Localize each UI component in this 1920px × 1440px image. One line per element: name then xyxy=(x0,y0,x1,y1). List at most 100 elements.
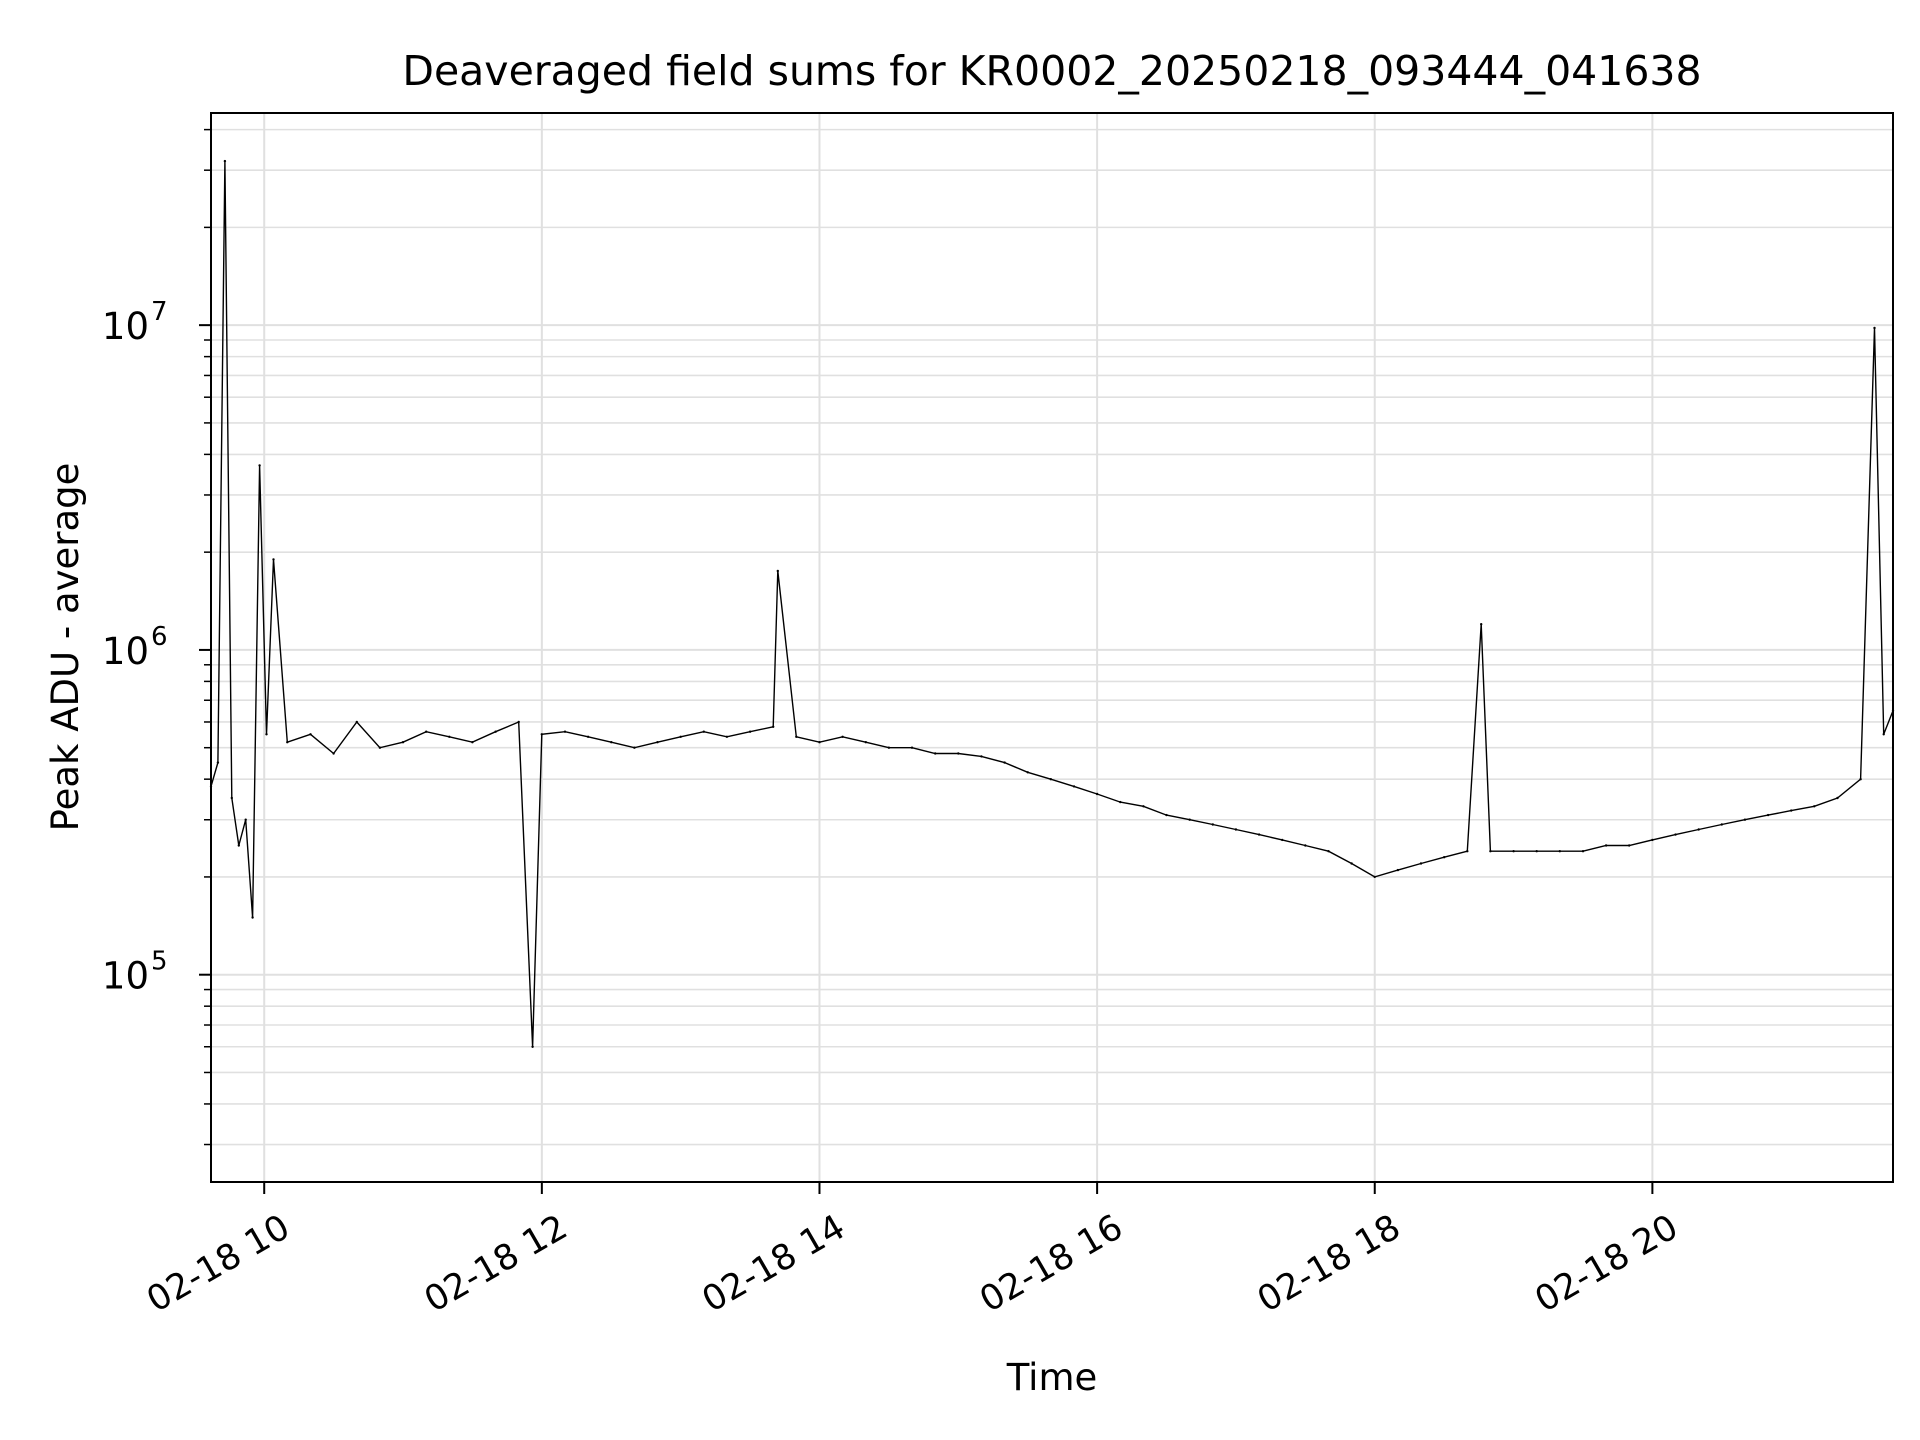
data-point xyxy=(610,741,613,744)
data-point xyxy=(1697,828,1700,831)
data-point xyxy=(1651,838,1654,842)
data-point xyxy=(1119,800,1122,804)
x-tick-label: 02-18 12 xyxy=(418,1207,574,1320)
data-point xyxy=(401,741,405,744)
data-point xyxy=(1489,850,1492,853)
x-tick-label: 02-18 18 xyxy=(1251,1207,1407,1320)
x-tick-label: 02-18 16 xyxy=(973,1207,1129,1320)
data-point xyxy=(223,159,227,163)
data-point xyxy=(1512,850,1515,853)
data-point xyxy=(1419,862,1423,865)
data-point xyxy=(1604,844,1608,847)
x-tick-label: 02-18 20 xyxy=(1529,1207,1685,1320)
data-series xyxy=(209,159,1895,1049)
plot-frame xyxy=(210,112,1894,1183)
y-tick-label-base: 10 xyxy=(102,955,149,998)
data-point xyxy=(1720,823,1724,826)
y-tick-label-base: 10 xyxy=(102,630,149,673)
data-point xyxy=(1466,850,1469,853)
data-point xyxy=(272,558,275,561)
data-point xyxy=(1072,785,1076,788)
data-point xyxy=(494,730,497,733)
data-point xyxy=(1142,805,1145,808)
data-point xyxy=(1211,823,1215,826)
data-point xyxy=(1188,818,1191,821)
y-tick-label-exponent: 7 xyxy=(151,297,168,327)
data-point xyxy=(679,735,682,738)
data-point xyxy=(309,733,312,736)
data-point xyxy=(332,752,335,755)
data-point xyxy=(1535,850,1538,853)
data-point xyxy=(1813,805,1816,808)
data-point xyxy=(237,844,240,847)
axis-ticks: 02-18 10 02-18 12 02-18 14 02-18 16 02-18 18… xyxy=(102,297,1685,1321)
data-point xyxy=(656,741,659,744)
data-point xyxy=(1234,828,1238,831)
grid-lines xyxy=(211,113,1893,1182)
data-point xyxy=(517,720,520,724)
data-point xyxy=(1873,326,1876,330)
data-point xyxy=(216,761,220,764)
chart-title: Deaveraged field sums for KR0002_2025021… xyxy=(402,47,1701,95)
data-point xyxy=(1766,813,1770,817)
x-tick-label: 02-18 14 xyxy=(696,1207,852,1320)
data-point xyxy=(230,796,233,800)
data-point xyxy=(258,464,261,467)
data-point xyxy=(1026,771,1029,774)
data-point xyxy=(980,755,983,758)
data-point xyxy=(1165,813,1168,817)
y-tick-label-base: 10 xyxy=(102,305,149,348)
y-tick-label-exponent: 6 xyxy=(151,622,168,652)
data-point xyxy=(633,746,636,749)
data-point xyxy=(531,1045,534,1049)
data-point xyxy=(1882,733,1885,736)
data-point xyxy=(563,730,567,733)
data-point xyxy=(1049,778,1053,781)
data-point xyxy=(425,730,428,733)
data-point xyxy=(748,730,752,733)
data-point xyxy=(864,741,867,744)
data-point xyxy=(1790,809,1793,812)
data-point xyxy=(934,752,937,755)
data-point xyxy=(957,752,960,755)
data-point xyxy=(355,720,358,724)
data-point xyxy=(251,916,254,919)
data-point xyxy=(910,746,914,749)
data-point xyxy=(1350,862,1353,865)
data-point xyxy=(841,735,844,738)
data-point xyxy=(887,746,891,749)
y-axis-label: Peak ADU - average xyxy=(44,463,87,832)
data-point xyxy=(1836,796,1839,800)
y-tick-label-exponent: 5 xyxy=(151,947,168,977)
data-point xyxy=(772,725,775,728)
data-point xyxy=(1396,868,1400,872)
data-point xyxy=(1443,856,1446,859)
data-point xyxy=(286,741,289,744)
data-point xyxy=(1558,850,1562,853)
data-point xyxy=(1281,838,1284,842)
data-point xyxy=(818,741,821,744)
data-point xyxy=(471,741,474,744)
data-point xyxy=(776,569,779,573)
data-point xyxy=(1373,875,1376,879)
data-point xyxy=(795,735,798,738)
data-point xyxy=(1095,792,1099,796)
data-point xyxy=(1327,850,1330,853)
data-point xyxy=(586,735,590,738)
x-tick-label: 02-18 10 xyxy=(140,1207,296,1320)
data-point xyxy=(1674,833,1677,836)
data-point xyxy=(1743,818,1747,821)
data-point xyxy=(448,735,451,738)
x-axis-label: Time xyxy=(1006,1356,1098,1399)
minor-ticks xyxy=(199,128,211,1146)
data-point xyxy=(1859,778,1862,781)
data-point xyxy=(1003,761,1006,764)
data-point xyxy=(540,733,543,736)
data-point xyxy=(378,746,382,749)
data-point xyxy=(1628,844,1631,847)
data-point xyxy=(1480,623,1483,626)
data-point xyxy=(702,730,705,733)
data-point xyxy=(1304,844,1307,847)
data-point xyxy=(725,735,729,738)
